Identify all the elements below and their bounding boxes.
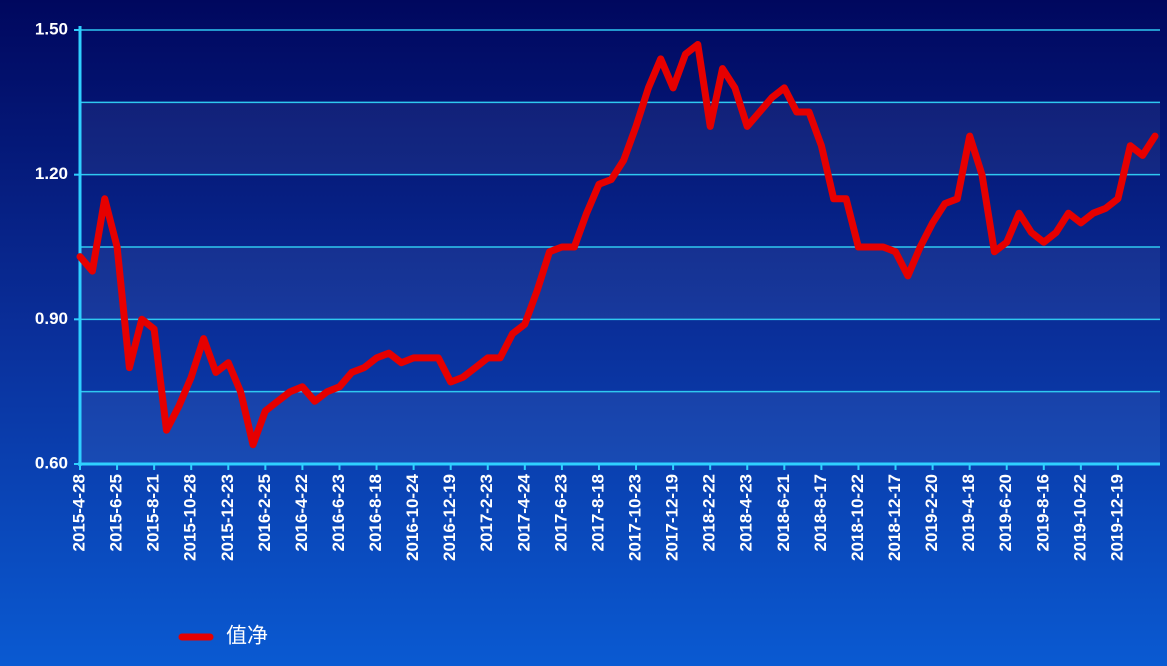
x-tick-label: 2017-4-24 [514, 473, 533, 551]
x-tick-label: 2016-2-25 [255, 474, 274, 552]
x-tick-label: 2016-10-24 [403, 473, 422, 561]
legend-label: 值净 [226, 625, 268, 648]
x-tick-label: 2018-4-23 [737, 474, 756, 552]
x-tick-label: 2018-10-22 [848, 474, 867, 561]
x-tick-label: 2015-4-28 [69, 474, 88, 552]
x-tick-label: 2019-12-19 [1107, 474, 1126, 561]
x-tick-label: 2016-6-23 [329, 474, 348, 552]
x-tick-label: 2015-10-28 [181, 474, 200, 561]
x-tick-label: 2017-8-18 [588, 474, 607, 552]
x-tick-label: 2019-8-16 [1033, 474, 1052, 552]
x-tick-label: 2018-2-22 [700, 474, 719, 552]
x-tick-label: 2017-6-23 [551, 474, 570, 552]
x-tick-label: 2016-8-18 [366, 474, 385, 552]
plot-band [80, 247, 1160, 320]
y-tick-label: 0.60 [35, 453, 68, 472]
x-tick-label: 2016-12-19 [440, 474, 459, 561]
x-tick-label: 2016-4-22 [292, 474, 311, 552]
x-tick-label: 2019-2-20 [922, 474, 941, 552]
x-tick-label: 2017-10-23 [626, 474, 645, 561]
x-tick-label: 2019-4-18 [959, 474, 978, 552]
x-tick-label: 2015-12-23 [218, 474, 237, 561]
x-tick-label: 2017-2-23 [477, 474, 496, 552]
x-tick-label: 2015-8-21 [144, 474, 163, 552]
plot-bands [80, 102, 1160, 464]
x-tick-label: 2015-6-25 [107, 474, 126, 552]
y-tick-label: 0.90 [35, 309, 68, 328]
x-tick-label: 2018-6-21 [774, 474, 793, 552]
x-tick-label: 2018-12-17 [885, 474, 904, 561]
x-tick-label: 2019-10-22 [1070, 474, 1089, 561]
x-tick-label: 2019-6-20 [996, 474, 1015, 552]
y-tick-label: 1.20 [35, 164, 68, 183]
y-tick-label: 1.50 [35, 19, 68, 38]
x-tick-label: 2018-8-17 [811, 474, 830, 552]
data-line [76, 41, 1159, 449]
x-tick-label: 2017-12-19 [663, 474, 682, 561]
